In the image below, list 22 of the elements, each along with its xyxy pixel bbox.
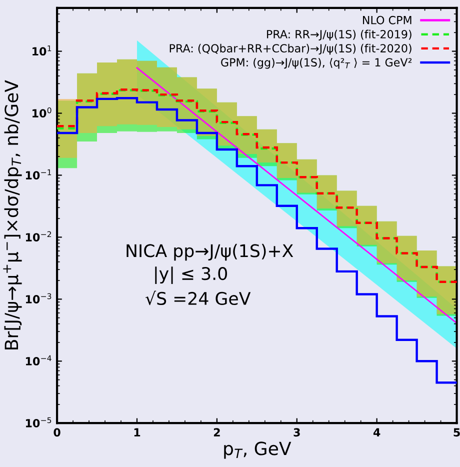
annotation: NICA pp→J/ψ(1S)+X — [126, 244, 294, 261]
x-tick-label: 1 — [134, 428, 140, 436]
x-tick-label: 4 — [373, 428, 380, 436]
x-tick-label: 3 — [294, 428, 300, 437]
legend-label: PRA: (QQbar+RR+CCbar)→J/ψ(1S) (fit-2020) — [170, 44, 412, 55]
y-tick-label: 10$^{1}$ — [32, 45, 52, 56]
x-tick-label: 2 — [214, 428, 220, 436]
annotation: |y| ≤ 3.0 — [155, 266, 227, 284]
y-tick-label: 10$^{−4}$ — [26, 355, 52, 366]
y-tick-label: 10$^{−5}$ — [26, 417, 52, 428]
y-tick-label: 10$^{−3}$ — [26, 293, 52, 304]
y-tick-label: 10$^{−2}$ — [26, 231, 51, 242]
y-axis-title: Br[J/ψ→μ$^{+}$μ$^{−}$]×dσ/dp$_{T}$, nb/GeV — [3, 80, 22, 350]
annotation: √S =24 GeV — [146, 290, 251, 306]
legend-label: GPM: (gg)→J/ψ(1S), ⟨q²$_{T}$ ⟩ = 1 GeV² — [221, 58, 412, 69]
y-tick-label: 10$^{−1}$ — [26, 169, 52, 180]
legend-label: PRA: RR→J/ψ(1S) (fit-2019) — [267, 30, 412, 41]
y-tick-label: 10$^{0}$ — [32, 107, 52, 118]
x-axis-title: p$_{T}$, GeV — [224, 442, 292, 459]
x-tick-label: 5 — [454, 428, 460, 437]
x-tick-label: 0 — [54, 428, 60, 437]
legend-label: NLO CPM — [363, 16, 412, 24]
